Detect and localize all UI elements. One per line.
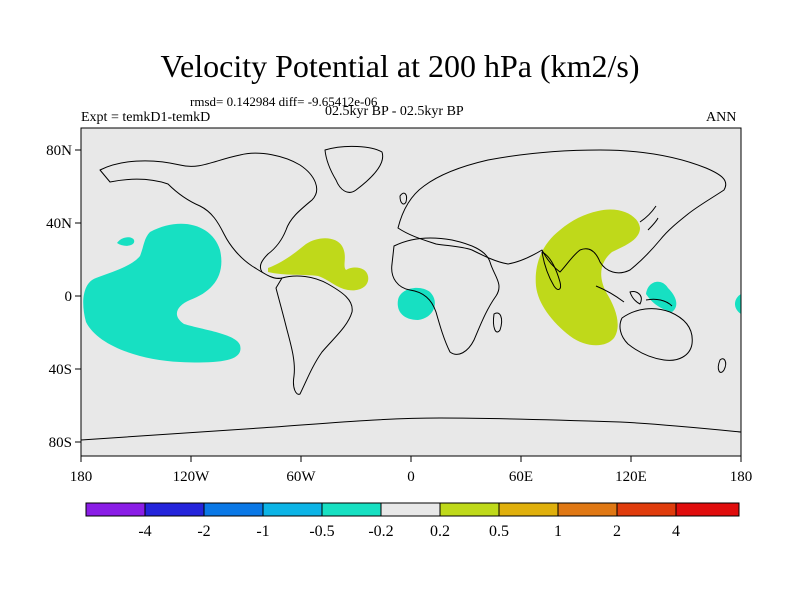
colorbar-label: 4	[672, 523, 680, 540]
contour-maritime-continent	[646, 281, 677, 312]
contour-dateline-edge	[734, 294, 741, 314]
contour-indian-ocean	[535, 209, 640, 346]
coast-south-america	[275, 275, 353, 395]
colorbar-frame	[85, 502, 740, 517]
coast-india	[541, 251, 561, 290]
axis-ticks	[75, 149, 742, 462]
subtitle-left: Expt = temkD1-temkD	[81, 110, 211, 125]
colorbar-label: 1	[554, 523, 562, 540]
coast-eurasia	[397, 149, 727, 274]
colorbar-swatch	[558, 503, 617, 516]
x-tick-labels: 180 120W 60W 0 60E 120E 180	[70, 469, 753, 485]
coast-africa	[391, 237, 500, 355]
x-tick-label: 120W	[173, 469, 211, 485]
colorbar-label: -4	[138, 523, 151, 540]
colorbar-label: 0.2	[430, 523, 450, 540]
x-tick-label: 180	[730, 469, 753, 485]
colorbar-swatch	[499, 503, 558, 516]
subtitle-center: 02.5kyr BP - 02.5kyr BP	[325, 104, 464, 119]
y-tick-label: 40S	[49, 362, 72, 378]
colorbar-label: -0.2	[368, 523, 393, 540]
colorbar-swatch	[263, 503, 322, 516]
coast-maritime-continent	[595, 285, 673, 307]
colorbar: -4 -2 -1 -0.5 -0.2 0.2 0.5 1 2 4	[85, 502, 740, 540]
coastlines	[80, 145, 742, 441]
colorbar-swatch	[204, 503, 263, 516]
coast-uk	[399, 192, 407, 205]
coast-australia	[619, 308, 693, 361]
coast-greenland	[324, 145, 384, 193]
y-tick-label: 40N	[46, 216, 72, 232]
y-tick-label: 0	[65, 289, 73, 305]
subtitle-right: ANN	[706, 110, 737, 125]
x-tick-label: 180	[70, 469, 93, 485]
colorbar-label: 2	[613, 523, 621, 540]
coast-antarctica	[80, 417, 742, 441]
coast-new-zealand	[717, 358, 727, 373]
x-tick-label: 120E	[615, 469, 647, 485]
stats-text: rmsd= 0.142984 diff= -9.65412e-06	[190, 94, 378, 109]
coast-madagascar	[493, 312, 503, 333]
colorbar-label: 0.5	[489, 523, 509, 540]
colorbar-swatch	[145, 503, 204, 516]
y-tick-label: 80N	[46, 143, 72, 159]
colorbar-swatch	[322, 503, 381, 516]
x-tick-label: 60W	[286, 469, 316, 485]
colorbar-swatch	[440, 503, 499, 516]
coast-japan	[639, 205, 659, 231]
positive-contours	[268, 209, 640, 346]
y-tick-labels: 80N 40N 0 40S 80S	[46, 143, 72, 451]
colorbar-label: -0.5	[309, 523, 334, 540]
colorbar-swatch	[381, 503, 440, 516]
colorbar-swatch	[86, 503, 145, 516]
colorbar-swatch	[617, 503, 676, 516]
colorbar-label: -2	[197, 523, 210, 540]
contour-north-pacific-patch	[117, 237, 135, 246]
x-tick-label: 0	[407, 469, 415, 485]
contour-central-pacific	[83, 223, 241, 363]
coast-north-america	[99, 152, 318, 279]
contour-tropical-atlantic	[268, 238, 369, 291]
y-tick-label: 80S	[49, 435, 72, 451]
map-panel: 180 120W 60W 0 60E 120E 180 80N 40N 0 40…	[46, 127, 753, 485]
chart-title: Velocity Potential at 200 hPa (km2/s)	[160, 48, 640, 84]
colorbar-swatch	[676, 503, 739, 516]
x-tick-label: 60E	[509, 469, 533, 485]
colorbar-label: -1	[256, 523, 269, 540]
